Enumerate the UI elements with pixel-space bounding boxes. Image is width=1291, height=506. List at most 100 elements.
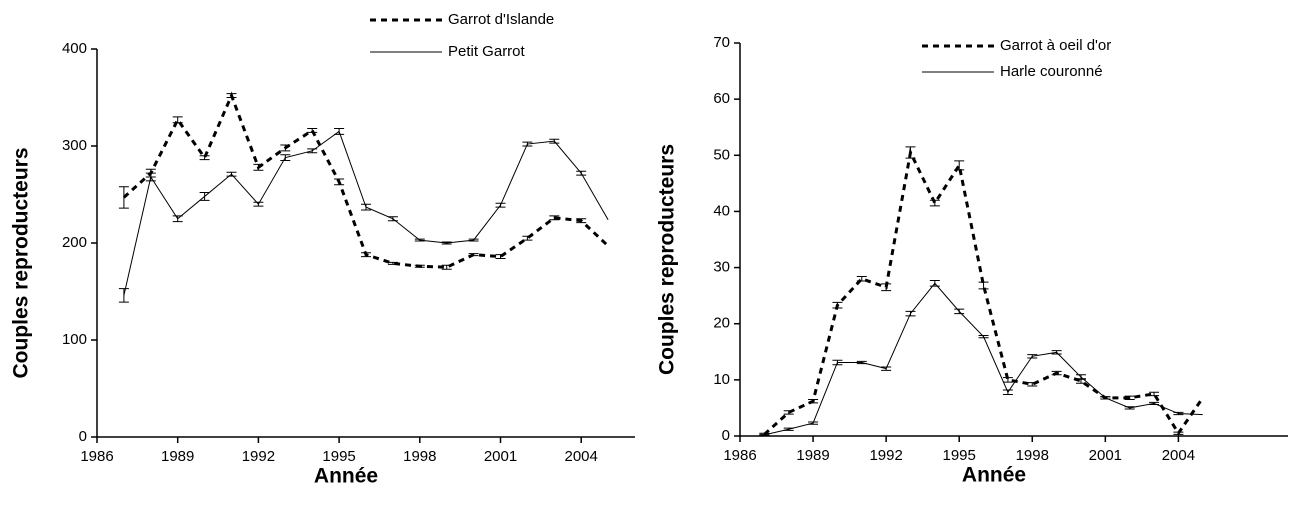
error-bar [978,281,989,290]
x-tick-label: 1995 [322,448,355,465]
error-bar [1051,350,1062,355]
series-line [763,147,1204,436]
x-tick-label: 2001 [1089,447,1122,464]
error-bar [1149,391,1160,397]
error-bar [905,310,916,317]
x-tick-label: 2004 [565,448,598,465]
legend-label: Garrot d'Islande [448,11,554,28]
x-tick-label: 1998 [1016,447,1049,464]
error-bar [832,301,843,309]
error-bar [414,238,425,242]
error-bar [334,128,345,135]
error-bar [307,128,318,133]
y-tick-label: 0 [722,427,730,444]
legend-label: Garrot à oeil d'or [1000,37,1111,54]
error-bar [549,138,560,144]
error-bar [1002,389,1013,395]
error-bar [1027,354,1038,359]
error-bar [495,254,506,260]
error-bar [522,235,533,241]
error-bar [905,146,916,159]
x-tick-label: 1998 [403,448,436,465]
error-bar [118,288,129,303]
error-bar [280,154,291,162]
legend-label: Harle couronné [1000,63,1103,80]
error-bar [832,359,843,366]
error-bar [783,427,794,431]
x-axis-label: Année [962,464,1026,487]
error-bar [881,283,892,292]
y-tick-label: 50 [713,146,730,163]
legend-label: Petit Garrot [448,43,526,60]
error-bar [468,253,479,257]
error-bar [1149,401,1160,406]
y-tick-label: 400 [62,40,87,57]
y-axis-label: Couples reproducteurs [10,147,33,378]
y-tick-label: 60 [713,90,730,107]
series-line [764,282,1203,436]
x-tick-label: 1995 [943,447,976,464]
error-bar [978,335,989,339]
x-tick-label: 1986 [80,448,113,465]
y-axis-label: Couples reproducteurs [656,144,679,375]
y-tick-label: 30 [713,259,730,276]
error-bar [1124,395,1135,401]
error-bar [522,141,533,147]
error-bar [759,433,770,436]
error-bar [145,172,156,182]
error-bar [307,148,318,154]
error-bar [954,160,965,171]
y-tick-label: 200 [62,234,87,251]
series-line [122,91,610,269]
y-tick-label: 100 [62,331,87,348]
error-bar [118,186,129,209]
error-bar [929,279,940,287]
error-bar [468,238,479,242]
error-bar [226,171,237,177]
error-bar [1075,374,1086,380]
error-bar [549,215,560,221]
error-bar [1124,406,1135,410]
error-bar [172,215,183,223]
error-bar [576,218,587,224]
error-bar [1100,396,1111,400]
error-bar [414,264,425,268]
x-tick-label: 2004 [1162,447,1195,464]
y-tick-label: 70 [713,34,730,51]
x-tick-label: 2001 [484,448,517,465]
x-tick-label: 1989 [796,447,829,464]
error-bar [280,144,291,152]
error-bar [808,399,819,404]
error-bar [1002,377,1013,383]
x-axis-label: Année [314,465,378,488]
error-bar [226,93,237,98]
error-bar [1173,431,1184,435]
y-tick-label: 0 [79,428,87,445]
error-bar [495,202,506,208]
error-bar [361,252,371,258]
error-bar [199,155,210,161]
y-tick-label: 40 [713,202,730,219]
error-bar [1027,382,1038,387]
error-bar [929,199,940,207]
y-tick-label: 20 [713,315,730,332]
y-tick-label: 300 [62,137,87,154]
error-bar [1051,370,1062,376]
error-bar [199,192,210,201]
error-bar [954,308,965,315]
error-bar [361,203,371,211]
error-bar [881,366,892,371]
error-bar [253,163,264,171]
error-bar [808,421,819,425]
x-tick-label: 1986 [723,447,756,464]
error-bar [856,276,867,282]
x-tick-label: 1992 [242,448,275,465]
error-bar [253,201,264,207]
error-bar [576,170,587,176]
x-tick-label: 1992 [869,447,902,464]
error-bar [387,261,398,265]
error-bar [172,116,183,124]
error-bar [1173,411,1184,416]
error-bar [387,216,398,222]
